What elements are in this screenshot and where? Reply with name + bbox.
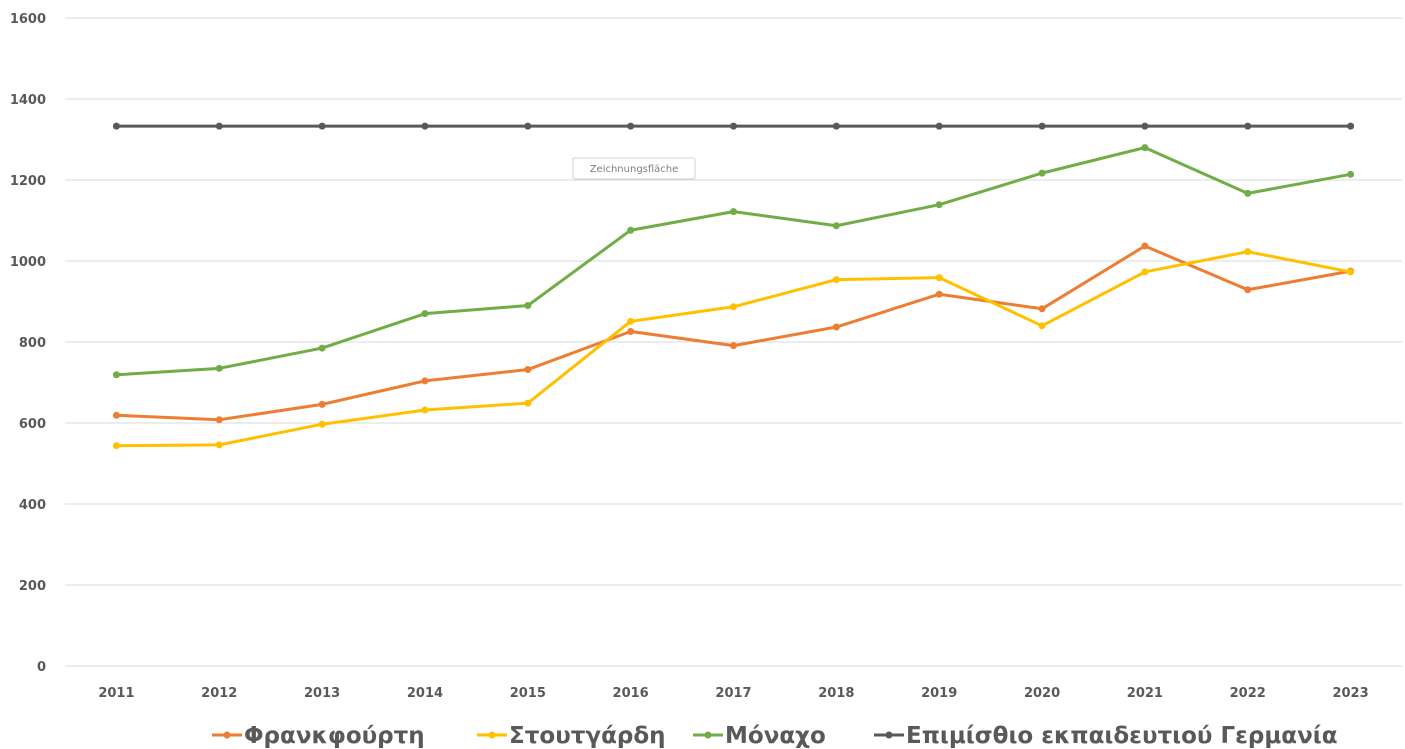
x-tick-label: 2017 [715,686,751,701]
legend-label: Μόναχο [725,723,826,749]
legend-label: Στουτγάρδη [509,723,666,749]
x-tick-label: 2015 [510,686,546,701]
data-point [1347,268,1355,276]
data-point [421,377,429,385]
data-point [935,122,943,130]
y-tick-label: 400 [19,498,46,513]
x-tick-label: 2014 [407,686,443,701]
data-point [524,399,532,407]
data-point [730,303,737,311]
data-point [1141,242,1149,250]
plot-area [112,122,1355,450]
tooltip-label: Zeichnungsfläche [590,164,679,175]
x-tick-label: 2022 [1230,686,1266,701]
legend-label: Επιμίσθιο εκπαιδευτιού Γερμανία [906,723,1338,749]
data-point [1038,305,1046,313]
data-point [112,371,120,379]
legend-swatch-marker [885,731,893,739]
legend-item: Μόναχο [693,723,826,749]
y-tick-label: 1000 [10,255,46,270]
data-point [832,122,840,130]
legend-item: Στουτγάρδη [477,723,666,749]
data-point [1141,268,1149,276]
y-tick-label: 1400 [10,93,46,108]
x-axis: 2011 2012 2013 2014 2015 2016 2017 2018 2019 2020… [98,686,1368,701]
data-point [318,122,326,130]
data-point [215,364,223,372]
data-point [832,276,840,284]
x-tick-label: 2019 [921,686,957,701]
x-tick-label: 2011 [98,686,134,701]
gridlines [65,17,1402,667]
data-point [524,366,532,374]
data-point [935,290,943,298]
data-point [627,327,635,335]
y-tick-label: 600 [19,417,46,432]
data-point [730,122,737,130]
data-point [318,400,326,408]
data-point [318,420,326,428]
data-point [730,342,737,350]
x-tick-label: 2016 [613,686,649,701]
y-tick-label: 800 [19,336,46,351]
data-point [832,323,840,331]
data-point [215,416,223,424]
data-point [112,442,120,450]
data-point [112,411,120,419]
series-3 [112,144,1355,379]
data-point [935,201,943,209]
plot-area-tooltip: Zeichnungsfläche [572,157,696,180]
data-point [1141,144,1149,152]
data-point [1244,122,1252,130]
x-tick-label: 2012 [201,686,237,701]
data-point [1347,170,1355,178]
y-tick-label: 0 [37,660,46,675]
legend: Φρανκφούρτη Στουτγάρδη Μόναχο Επιμίσθιο εκπ… [212,723,1338,749]
tooltip-box [572,157,696,180]
data-point [1038,322,1046,330]
data-point [730,208,737,216]
series-1 [112,242,1355,424]
x-tick-label: 2018 [818,686,854,701]
legend-swatch-marker [704,731,712,739]
data-point [627,226,635,234]
series-4 [112,122,1355,130]
data-point [1038,169,1046,177]
data-point [627,122,635,130]
legend-swatch-marker [488,731,496,739]
data-point [1244,248,1252,256]
legend-item: Επιμίσθιο εκπαιδευτιού Γερμανία [874,723,1338,749]
x-tick-label: 2021 [1127,686,1163,701]
data-point [215,122,223,130]
data-point [421,310,429,318]
data-point [524,122,532,130]
data-point [1244,189,1252,197]
y-axis: 0 200 400 600 800 1000 1200 1400 1600 [10,12,46,675]
y-tick-label: 1200 [10,174,46,189]
data-point [112,122,120,130]
legend-label: Φρανκφούρτη [244,723,425,749]
y-tick-label: 1600 [10,12,46,27]
legend-item: Φρανκφούρτη [212,723,425,749]
data-point [421,406,429,414]
data-point [524,302,532,310]
legend-swatch-marker [223,731,231,739]
data-point [215,441,223,449]
series-2 [112,248,1355,450]
data-point [318,344,326,352]
data-point [1244,286,1252,294]
data-point [832,222,840,230]
y-tick-label: 200 [19,579,46,594]
data-point [627,317,635,325]
x-tick-label: 2023 [1332,686,1368,701]
x-tick-label: 2020 [1024,686,1060,701]
data-point [935,274,943,282]
data-point [1347,122,1355,130]
data-point [1141,122,1149,130]
series-line [114,244,1353,422]
x-tick-label: 2013 [304,686,340,701]
data-point [421,122,429,130]
data-point [1038,122,1046,130]
